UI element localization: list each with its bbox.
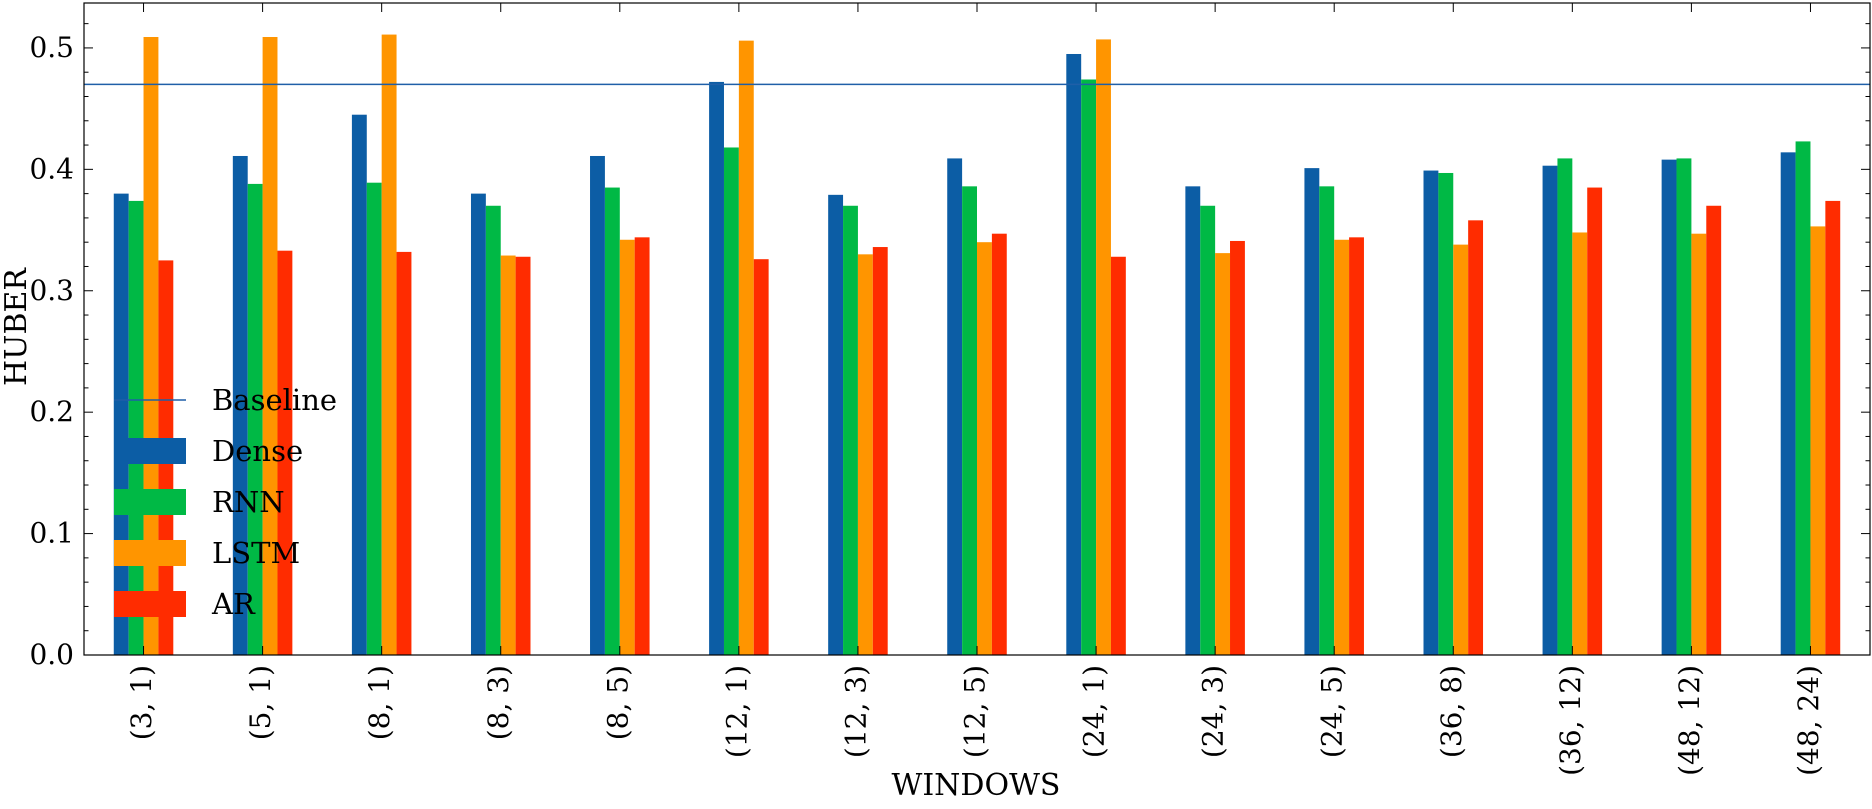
bar-lstm-5 — [738, 40, 754, 655]
bar-rnn-14 — [1795, 141, 1811, 655]
bar-lstm-11 — [1453, 244, 1469, 655]
bar-dense-12 — [1542, 165, 1558, 655]
bar-ar-11 — [1468, 220, 1484, 655]
bar-rnn-0 — [128, 200, 144, 655]
y-tick-label: 0.1 — [29, 517, 74, 550]
bar-dense-0 — [113, 193, 129, 655]
legend-swatch-lstm — [114, 540, 186, 566]
x-tick-label: (8, 3) — [482, 665, 515, 740]
legend-label-baseline: Baseline — [212, 383, 337, 417]
bar-rnn-5 — [723, 147, 739, 656]
bar-dense-5 — [709, 81, 724, 656]
bar-ar-13 — [1706, 205, 1722, 655]
bar-rnn-13 — [1676, 158, 1692, 655]
axes-layer: 0.0 0.1 0.2 0.3 0.4 0.5 (3, 1) (5, 1) (8, 1) (8, … — [29, 2, 1871, 776]
bar-ar-14 — [1825, 200, 1841, 655]
x-tick-label: (24, 1) — [1078, 665, 1111, 758]
bar-dense-4 — [590, 155, 605, 656]
bar-rnn-3 — [485, 205, 501, 655]
bar-rnn-12 — [1557, 158, 1573, 655]
bar-ar-12 — [1587, 187, 1603, 656]
bars-layer — [113, 34, 1841, 656]
bar-rnn-1 — [247, 183, 263, 655]
x-tick-label: (48, 24) — [1792, 665, 1825, 776]
bar-dense-2 — [351, 114, 367, 655]
x-tick-label: (12, 5) — [959, 665, 992, 758]
x-tick-label: (8, 1) — [363, 665, 396, 740]
y-tick-label: 0.5 — [29, 31, 74, 64]
bar-dense-8 — [1066, 53, 1082, 656]
y-tick-label: 0.4 — [29, 152, 74, 185]
bar-lstm-10 — [1334, 239, 1350, 655]
bar-lstm-13 — [1691, 233, 1707, 655]
bar-dense-7 — [947, 158, 963, 655]
bar-dense-13 — [1661, 159, 1677, 655]
bar-dense-3 — [470, 193, 486, 655]
bar-ar-7 — [991, 233, 1007, 655]
y-tick-label: 0.0 — [29, 638, 74, 671]
bar-lstm-14 — [1810, 226, 1826, 655]
legend: Baseline Dense RNN LSTM AR — [114, 383, 337, 621]
bar-dense-10 — [1304, 168, 1320, 655]
bar-lstm-12 — [1572, 232, 1588, 655]
bar-lstm-3 — [500, 255, 516, 656]
bar-ar-4 — [634, 237, 650, 655]
bar-lstm-1 — [262, 37, 278, 655]
legend-swatch-rnn — [114, 489, 186, 515]
x-tick-label: (36, 8) — [1435, 665, 1468, 758]
bar-ar-6 — [872, 247, 888, 656]
bar-lstm-8 — [1096, 39, 1111, 656]
y-tick-label: 0.3 — [29, 274, 74, 307]
bar-lstm-7 — [977, 242, 992, 655]
bar-rnn-10 — [1319, 186, 1335, 655]
x-tick-label: (8, 5) — [601, 665, 634, 740]
bar-ar-10 — [1349, 237, 1364, 655]
x-tick-label: (24, 3) — [1197, 665, 1230, 758]
bar-lstm-9 — [1215, 253, 1231, 655]
legend-label-ar: AR — [211, 587, 256, 621]
bar-rnn-6 — [843, 205, 858, 655]
x-tick-label: (3, 1) — [125, 665, 158, 740]
y-tick-label: 0.2 — [29, 395, 74, 428]
x-tick-label: (48, 12) — [1673, 665, 1706, 776]
legend-label-lstm: LSTM — [212, 536, 300, 570]
bar-rnn-4 — [604, 187, 620, 656]
bar-dense-9 — [1185, 186, 1201, 655]
bar-lstm-4 — [619, 239, 635, 655]
bar-rnn-11 — [1438, 172, 1454, 656]
y-axis-label: HUBER — [0, 267, 34, 386]
x-axis-label: WINDOWS — [892, 768, 1061, 803]
legend-label-rnn: RNN — [212, 485, 285, 519]
bar-lstm-6 — [857, 254, 873, 655]
legend-swatch-ar — [114, 591, 186, 617]
legend-swatch-dense — [114, 438, 186, 464]
x-tick-label: (5, 1) — [244, 665, 277, 740]
x-tick-label: (24, 5) — [1316, 665, 1349, 758]
bar-rnn-2 — [366, 182, 382, 655]
x-tick-label: (12, 3) — [839, 665, 872, 758]
bar-rnn-9 — [1200, 205, 1216, 655]
bar-ar-2 — [396, 251, 412, 655]
legend-label-dense: Dense — [212, 434, 303, 468]
x-tick-label: (36, 12) — [1554, 665, 1587, 776]
bar-dense-14 — [1780, 152, 1796, 655]
x-tick-label: (12, 1) — [720, 665, 753, 758]
bar-ar-3 — [515, 256, 531, 655]
bar-lstm-2 — [381, 34, 397, 655]
bar-dense-6 — [828, 194, 844, 655]
bar-rnn-8 — [1081, 79, 1097, 656]
bar-ar-8 — [1110, 256, 1126, 655]
bar-ar-1 — [277, 250, 293, 655]
bar-dense-1 — [232, 155, 248, 656]
bar-dense-11 — [1423, 170, 1439, 656]
bar-rnn-7 — [962, 186, 977, 655]
bar-ar-5 — [753, 259, 769, 655]
bar-ar-9 — [1230, 240, 1245, 655]
